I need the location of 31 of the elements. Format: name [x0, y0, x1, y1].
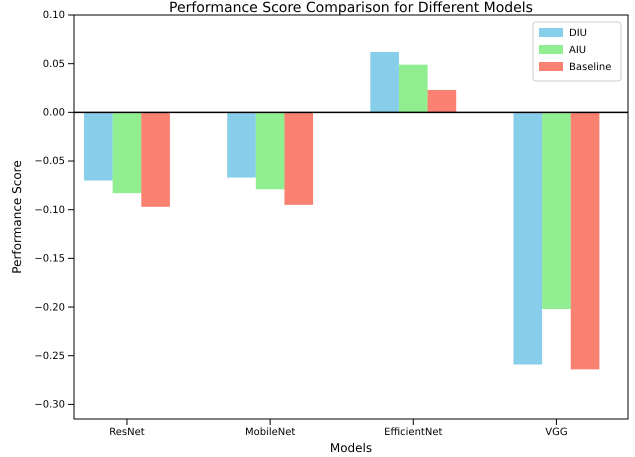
- bar: [256, 112, 284, 190]
- y-tick-label: 0.00: [42, 108, 65, 119]
- y-tick-label: −0.20: [34, 302, 65, 314]
- bar: [84, 112, 113, 180]
- bar: [570, 112, 600, 370]
- y-tick-label: −0.05: [34, 156, 65, 168]
- y-tick-label: 0.10: [42, 10, 65, 22]
- bar: [513, 112, 542, 364]
- legend-label: Baseline: [569, 62, 612, 73]
- bar: [227, 112, 256, 178]
- x-tick-label: EfficientNet: [384, 427, 442, 438]
- bar: [112, 112, 142, 194]
- y-tick-label: −0.25: [34, 350, 65, 362]
- x-axis-title: Models: [330, 441, 372, 455]
- bar: [141, 112, 170, 207]
- y-tick-label: −0.15: [34, 254, 65, 265]
- legend-label: AIU: [569, 45, 586, 56]
- y-tick-label: −0.30: [34, 400, 65, 411]
- chart-title: Performance Score Comparison for Different Models: [169, 0, 533, 16]
- bar: [428, 90, 456, 112]
- y-tick-label: −0.10: [34, 204, 65, 216]
- bar: [398, 64, 428, 112]
- x-tick-label: ResNet: [109, 427, 145, 438]
- y-axis-title: Performance Score: [10, 160, 24, 274]
- x-tick-label: MobileNet: [244, 427, 296, 438]
- legend-label: DIU: [569, 28, 587, 39]
- x-tick-label: VGG: [545, 427, 568, 438]
- bar: [284, 112, 314, 205]
- y-tick-label: 0.05: [42, 58, 65, 70]
- bar: [370, 52, 399, 112]
- bar: [542, 112, 571, 309]
